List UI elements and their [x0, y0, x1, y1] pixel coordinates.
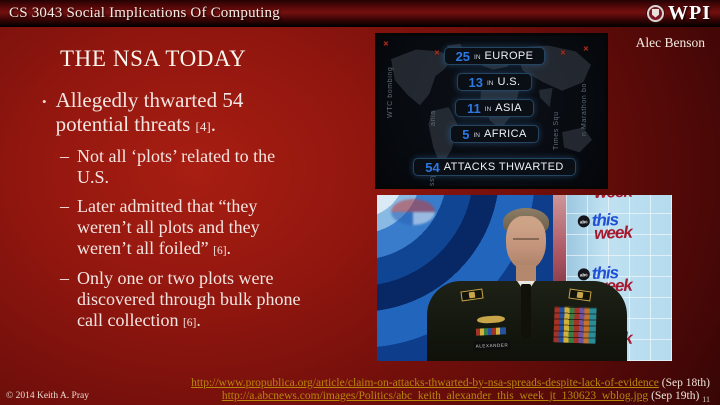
stat-preposition: IN: [484, 105, 492, 113]
stat-region: AFRICA: [483, 128, 527, 140]
bullet-text-main: Allegedly thwarted 54 potential threats: [55, 88, 244, 137]
abcnews-link[interactable]: http://a.abcnews.com/images/Politics/abc…: [221, 390, 649, 403]
ribbon-rack: [553, 306, 597, 344]
sub-bullet-item: – Only one or two plots were discovered …: [60, 268, 370, 331]
stat-region: U.S.: [497, 76, 521, 88]
bullet-list: • Allegedly thwarted 54 potential threat…: [40, 88, 370, 331]
stat-region: EUROPE: [484, 50, 534, 62]
sub-bullet-item: – Not all ‘plots’ related to the U.S.: [60, 146, 370, 188]
abc-logo-icon: abc: [577, 268, 591, 281]
author-name: Alec Benson: [635, 35, 705, 50]
stat-number: 54: [425, 159, 440, 175]
citation-line: http://a.abcnews.com/images/Politics/abc…: [191, 390, 710, 405]
attack-stats-stack: 25 IN EUROPE 13 IN U.S. 11 IN ASIA 5 IN …: [388, 47, 601, 184]
stat-box-asia: 11 IN ASIA: [455, 99, 534, 117]
studio-backdrop-accent: [391, 199, 435, 225]
sub-bullet-text: Not all ‘plots’ related to the U.S.: [77, 146, 305, 188]
citation-ref: [6]: [213, 245, 227, 258]
citation-date: (Sep 19th): [648, 390, 700, 403]
wpi-logo-text: WPI: [668, 1, 711, 24]
uniform-tie: [521, 284, 531, 338]
stat-box-us: 13 IN U.S.: [456, 73, 533, 91]
stat-box-africa: 5 IN AFRICA: [450, 125, 539, 143]
attack-x-marker-icon: ✕: [383, 41, 389, 48]
sub-bullet-text-main: Only one or two plots were discovered th…: [77, 268, 301, 330]
sub-bullet-item: – Later admitted that “they weren’t all …: [60, 196, 370, 259]
stat-total-label: ATTACKS THWARTED: [443, 161, 564, 173]
slide-title: THE NSA TODAY: [60, 46, 247, 71]
header-bar: CS 3043 Social Implications Of Computing…: [0, 0, 720, 27]
page-number: 11: [702, 395, 710, 405]
bullet-marker: •: [42, 94, 47, 109]
stat-preposition: IN: [473, 131, 480, 139]
bullet-text: Allegedly thwarted 54 potential threats …: [56, 88, 311, 137]
attack-x-marker-icon: ✕: [560, 50, 566, 57]
course-title: CS 3043 Social Implications Of Computing: [9, 4, 280, 21]
citation-ref: [4]: [195, 119, 211, 135]
logo-word-week: week: [594, 195, 667, 203]
studio-pillar: [553, 195, 566, 307]
citation-line: http://www.propublica.org/article/claim-…: [191, 377, 710, 390]
sub-bullet-text: Only one or two plots were discovered th…: [77, 268, 305, 331]
citation-ref: [6]: [182, 316, 197, 329]
bullet-text-tail: .: [210, 112, 216, 137]
stat-region: ASIA: [495, 102, 522, 114]
stat-preposition: IN: [474, 53, 481, 61]
bullet-item: • Allegedly thwarted 54 potential threat…: [40, 88, 370, 137]
stat-box-europe: 25 IN EUROPE: [443, 47, 546, 65]
sub-bullet-marker: –: [60, 196, 69, 217]
citation-date: (Sep 18th): [658, 377, 710, 390]
sub-bullet-text-tail: .: [226, 238, 232, 259]
name-tag: ALEXANDER: [473, 340, 511, 351]
sub-bullet-text: Later admitted that “they weren’t all pl…: [77, 196, 305, 259]
stat-preposition: IN: [486, 79, 494, 87]
logo-word-week: week: [593, 222, 633, 243]
stat-box-total: 54 ATTACKS THWARTED: [413, 158, 576, 176]
stat-number: 11: [467, 100, 481, 116]
stat-number: 5: [462, 126, 470, 142]
general-brow: [513, 238, 539, 240]
copyright-notice: © 2014 Keith A. Pray: [6, 391, 89, 401]
general-neck: [516, 265, 536, 283]
abc-logo-icon: abc: [577, 215, 591, 228]
attack-x-marker-icon: ✕: [434, 50, 440, 57]
wpi-seal-shield: [652, 8, 659, 18]
citation-links: http://www.propublica.org/article/claim-…: [191, 377, 710, 405]
attack-x-marker-icon: ✕: [583, 46, 589, 53]
sub-bullet-marker: –: [60, 268, 69, 289]
sub-bullet-text-main: Not all ‘plots’ related to the U.S.: [77, 145, 276, 187]
sub-bullet-text-tail: .: [196, 309, 201, 330]
sub-bullet-marker: –: [60, 145, 69, 166]
attacks-thwarted-map-graphic: WTC bombing ania Times Squ n Marathon bo…: [375, 33, 608, 189]
sub-bullet-text-main: Later admitted that “they weren’t all pl…: [77, 196, 260, 259]
propublica-link[interactable]: http://www.propublica.org/article/claim-…: [191, 377, 659, 390]
stat-number: 25: [455, 48, 471, 64]
wpi-seal-icon: [647, 4, 664, 22]
general-face: [506, 216, 546, 270]
stat-number: 13: [468, 74, 483, 90]
wpi-logo: WPI: [647, 2, 711, 25]
